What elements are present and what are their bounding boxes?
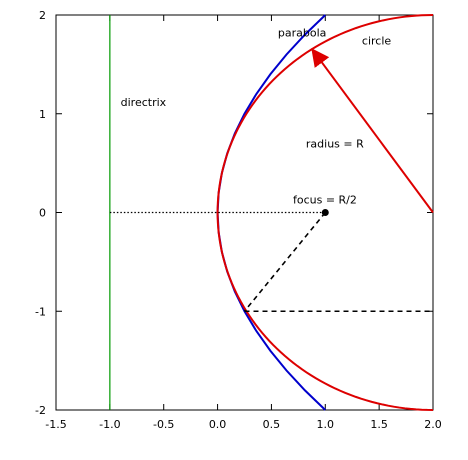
axis-tick-labels: -1.5 -1.0 -0.5 0.0 0.5 1.0 1.5 2.0 -2 -1 0 1 2 — [35, 9, 442, 431]
series-focus-to-point — [243, 211, 326, 312]
x-tick-label: -0.5 — [153, 418, 174, 431]
x-tick-label: -1.0 — [99, 418, 120, 431]
x-tick-label: 0.5 — [263, 418, 281, 431]
point-focus — [321, 209, 329, 216]
focus-label: focus = R/2 — [293, 194, 357, 207]
x-tick-label: 1.0 — [317, 418, 335, 431]
x-tick-label: 2.0 — [424, 418, 442, 431]
x-tick-label: 0.0 — [209, 418, 227, 431]
axis-ticks — [55, 14, 434, 411]
y-tick-label: -1 — [35, 305, 46, 318]
arrow-layer — [311, 48, 434, 214]
plot-frame — [55, 14, 434, 411]
x-tick-label: -1.5 — [45, 418, 66, 431]
y-tick-label: 2 — [39, 9, 46, 22]
y-tick-label: -2 — [35, 404, 46, 417]
series-layer — [109, 14, 434, 411]
annotation-layer: parabola circle directrix radius = R focus =… — [121, 27, 392, 207]
directrix-label: directrix — [121, 96, 167, 109]
series-circle — [216, 14, 434, 411]
point-layer — [321, 209, 329, 216]
parabola-label: parabola — [278, 27, 327, 40]
y-tick-label: 1 — [39, 108, 46, 121]
x-tick-label: 1.5 — [370, 418, 388, 431]
radius-label: radius = R — [306, 137, 364, 150]
circle-label: circle — [362, 35, 391, 48]
y-tick-label: 0 — [39, 207, 46, 220]
radius-arrow — [311, 48, 434, 214]
